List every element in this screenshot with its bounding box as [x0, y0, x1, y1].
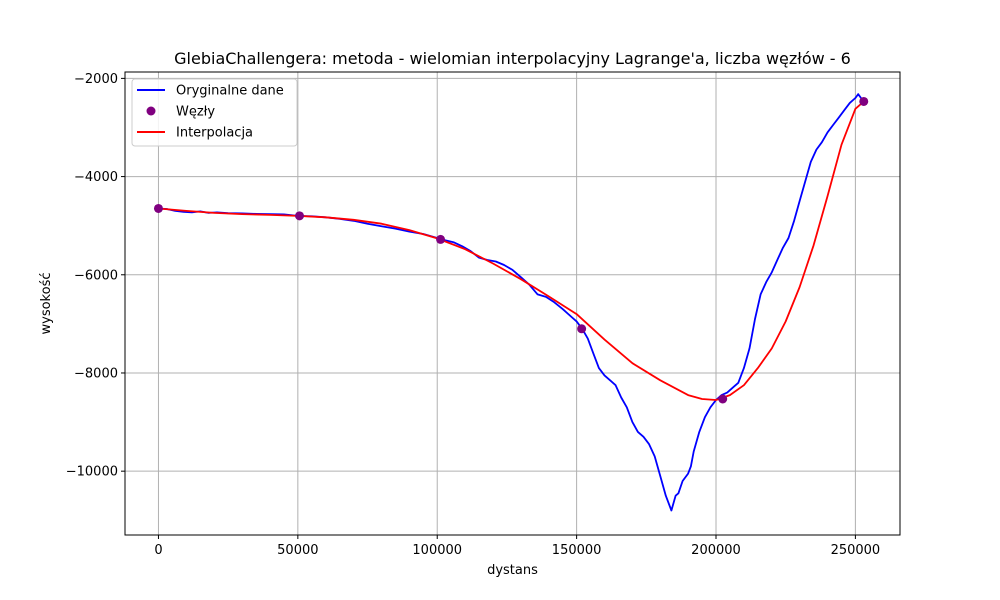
y-tick-label: −8000: [74, 366, 118, 381]
node-point: [859, 96, 869, 106]
plot-series: [153, 93, 869, 512]
y-tick-label: −10000: [66, 465, 118, 480]
node-point: [295, 211, 305, 221]
node-point: [436, 234, 446, 244]
chart-title: GlebiaChallengera: metoda - wielomian in…: [174, 49, 851, 68]
y-tick-label: −2000: [74, 72, 118, 87]
node-point: [718, 394, 728, 404]
legend: Oryginalne dane Węzły Interpolacja: [131, 78, 298, 147]
x-tick-label: 0: [154, 543, 162, 558]
legend-label: Oryginalne dane: [176, 84, 284, 99]
x-axis-label: dystans: [487, 563, 538, 578]
plot-frame: [124, 71, 901, 536]
x-tick-label: 200000: [691, 543, 741, 558]
x-tick-label: 50000: [277, 543, 318, 558]
node-point: [153, 203, 163, 213]
axis-ticks: 0 50000 100000 150000 200000 250000 −10000 −800…: [66, 72, 880, 558]
x-tick-label: 150000: [552, 543, 602, 558]
y-tick-label: −6000: [74, 268, 118, 283]
series-line: [158, 100, 865, 401]
grid-lines: [125, 72, 900, 535]
x-tick-label: 250000: [831, 543, 881, 558]
node-point: [577, 324, 587, 334]
legend-box: [131, 78, 298, 147]
x-tick-label: 100000: [412, 543, 462, 558]
y-tick-label: −4000: [74, 170, 118, 185]
legend-label: Węzły: [176, 105, 215, 120]
legend-swatch-marker: [146, 106, 156, 116]
legend-label: Interpolacja: [176, 126, 253, 141]
y-axis-label: wysokość: [39, 273, 54, 335]
